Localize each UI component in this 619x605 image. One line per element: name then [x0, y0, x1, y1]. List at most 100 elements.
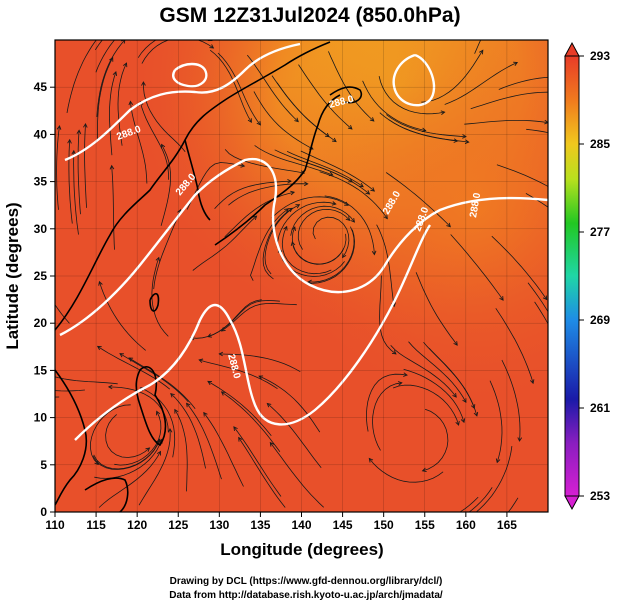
streamline — [96, 40, 126, 118]
streamline — [97, 346, 171, 390]
coast-hokkaido — [329, 86, 363, 104]
streamline — [308, 226, 355, 283]
streamline — [203, 412, 244, 487]
x-tick-label: 125 — [168, 518, 188, 532]
streamline-arrow — [342, 253, 347, 259]
streamline-arrow — [440, 110, 446, 115]
x-tick-label: 140 — [291, 518, 311, 532]
streamline-arrow — [350, 218, 355, 223]
streamline — [290, 205, 355, 236]
streamline-arrow — [359, 182, 364, 188]
streamline — [174, 409, 188, 492]
streamline — [90, 404, 131, 465]
streamline-arrow — [307, 279, 312, 285]
streamline — [408, 341, 467, 403]
y-tick-label: 15 — [34, 363, 48, 377]
streamline — [379, 275, 397, 355]
coast-japan — [214, 94, 341, 246]
x-tick-label: 130 — [209, 518, 229, 532]
warm-region-east — [55, 40, 548, 512]
streamline — [105, 414, 150, 458]
streamline-arrow — [167, 427, 173, 433]
contour-label: 288.0 — [468, 192, 483, 219]
streamline-arrow — [290, 241, 296, 247]
streamline-arrow — [94, 460, 99, 466]
streamline-arrow — [186, 402, 191, 408]
streamline-arrow — [174, 408, 179, 414]
streamline — [160, 144, 171, 226]
streamline — [267, 403, 322, 468]
streamline-arrow — [391, 350, 397, 355]
streamline — [207, 300, 280, 338]
streamline-arrow — [324, 132, 330, 138]
y-tick-label: 35 — [34, 175, 48, 189]
streamline — [84, 123, 87, 208]
streamline — [390, 345, 457, 398]
streamline — [362, 80, 426, 131]
contours — [59, 42, 548, 441]
streamline-arrow — [233, 426, 238, 431]
streamline — [207, 381, 272, 436]
streamline — [312, 216, 350, 258]
streamline — [114, 411, 162, 466]
y-tick-label: 10 — [34, 411, 48, 425]
streamline-arrow — [455, 420, 460, 426]
streamline-arrow — [331, 201, 337, 206]
streamline — [170, 393, 206, 469]
streamline-arrow — [96, 345, 102, 351]
streamline-arrow — [71, 149, 77, 155]
streamline — [498, 76, 548, 90]
streamline-arrow — [471, 513, 475, 517]
streamline — [258, 375, 321, 433]
streamline — [496, 164, 548, 187]
streamline-arrow — [107, 384, 113, 390]
streamline — [526, 128, 548, 134]
streamline-arrow — [269, 441, 275, 447]
streamline-arrow — [453, 341, 458, 346]
streamline — [219, 353, 301, 373]
x-tick-label: 135 — [250, 518, 270, 532]
streamline-arrow — [30, 250, 34, 254]
streamline — [109, 71, 117, 156]
streamline-arrow — [203, 411, 208, 417]
streamline-arrow — [284, 208, 289, 213]
streamline — [140, 387, 176, 458]
streamline — [386, 114, 466, 137]
x-axis-ticks: 110 115 120 125 130 135 140 145 150 155 160 165 — [45, 512, 517, 532]
streamline-arrow — [240, 163, 246, 168]
streamline — [319, 171, 388, 219]
streamline-arrow — [517, 437, 523, 442]
streamline — [501, 359, 521, 442]
streamline — [378, 76, 445, 115]
streamline-arrow — [209, 44, 215, 49]
streamline-arrow — [529, 1, 533, 5]
streamline — [459, 496, 479, 512]
streamline-arrow — [460, 418, 466, 424]
streamline — [224, 149, 305, 174]
streamline-arrow — [155, 256, 161, 262]
streamline — [464, 120, 548, 125]
y-tick-label: 40 — [34, 127, 48, 141]
streamline — [328, 51, 375, 122]
streamline-arrow — [98, 280, 103, 286]
contour-288-high — [392, 53, 436, 107]
streamline-arrow — [403, 372, 408, 377]
streamline — [444, 62, 518, 105]
streamline-arrow — [347, 125, 353, 130]
coastlines — [55, 41, 363, 512]
streamline — [392, 384, 459, 426]
streamline — [489, 380, 503, 463]
streamline-arrow — [371, 250, 377, 256]
contour-288-west — [59, 157, 548, 337]
streamline-arrow — [470, 404, 476, 410]
streamline — [55, 376, 118, 385]
streamline — [324, 195, 375, 255]
streamline — [291, 226, 345, 265]
streamline-arrow — [544, 119, 548, 125]
streamline-arrow — [589, 241, 593, 245]
streamline — [151, 257, 169, 337]
streamline — [99, 281, 146, 351]
streamline — [297, 208, 350, 250]
streamline-arrow — [549, 90, 553, 94]
map-plot — [30, 1, 593, 517]
